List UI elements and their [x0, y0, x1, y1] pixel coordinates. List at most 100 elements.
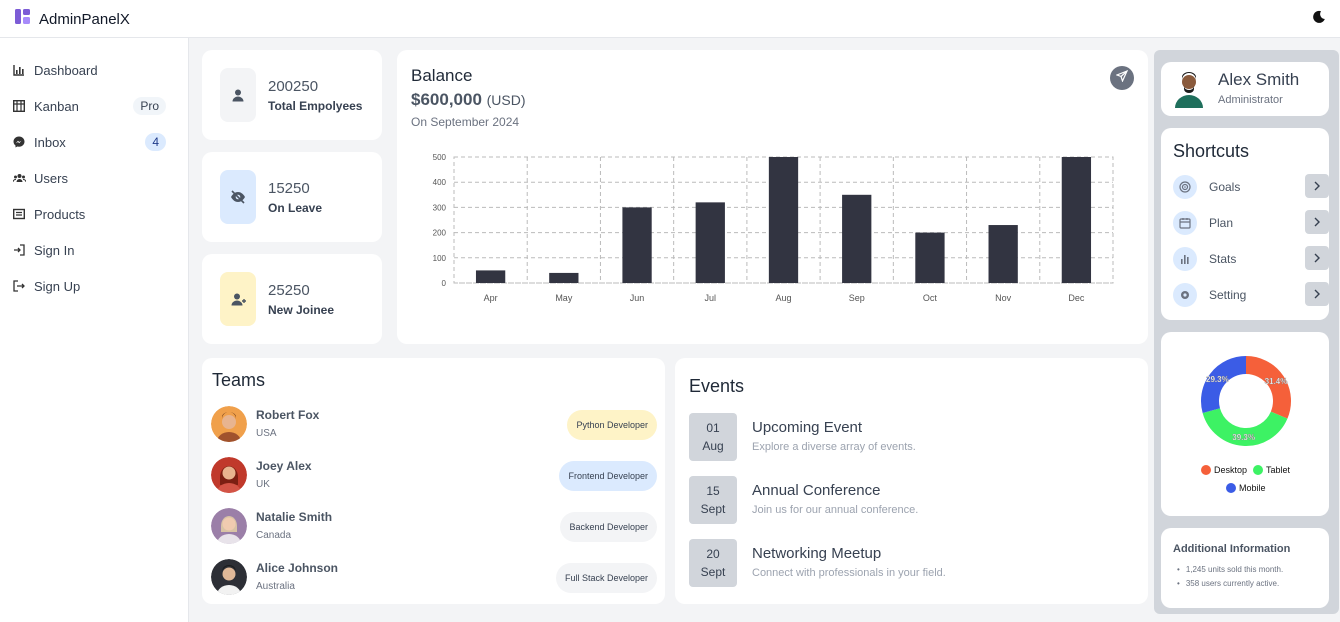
- bar[interactable]: [915, 232, 945, 283]
- legend-label: Tablet: [1266, 465, 1291, 475]
- bar[interactable]: [988, 225, 1018, 283]
- kanban-icon: [12, 99, 26, 113]
- sidebar-item-products[interactable]: Products: [12, 202, 172, 226]
- x-tick-label: May: [555, 293, 573, 303]
- bar[interactable]: [695, 202, 725, 283]
- x-tick-label: Oct: [923, 293, 938, 303]
- team-member-row[interactable]: Robert Fox USA Python Developer: [211, 406, 657, 444]
- donut-slice[interactable]: [1245, 356, 1291, 419]
- sidebar-item-label: Kanban: [34, 98, 79, 114]
- app-title: AdminPanelX: [39, 10, 130, 28]
- stats-icon: [1173, 247, 1197, 271]
- member-name: Alice Johnson: [256, 561, 339, 575]
- chevron-right-icon[interactable]: [1305, 282, 1329, 306]
- sign-in-icon: [12, 243, 26, 257]
- device-donut-chart: 31.4% 39.3% 29.3%: [1201, 356, 1291, 446]
- products-icon: [12, 207, 26, 221]
- shortcuts-title: Shortcuts: [1173, 141, 1250, 161]
- donut-slice[interactable]: [1202, 407, 1288, 446]
- event-item[interactable]: 20 Sept Networking Meetup Connect with p…: [689, 539, 1129, 587]
- shortcuts-card: Shortcuts Goals Plan Stats Setting: [1161, 128, 1329, 320]
- event-title: Networking Meetup: [752, 545, 882, 562]
- shortcut-label: Plan: [1209, 216, 1234, 230]
- brand[interactable]: AdminPanelX: [15, 9, 130, 29]
- profile-card[interactable]: Alex Smith Administrator: [1161, 62, 1329, 116]
- profile-avatar: [1169, 68, 1209, 108]
- y-tick-label: 400: [433, 178, 447, 187]
- y-tick-label: 0: [442, 279, 447, 288]
- event-day: 01: [706, 421, 720, 435]
- bar[interactable]: [622, 207, 652, 283]
- shortcut-label: Goals: [1209, 180, 1241, 194]
- shortcut-stats[interactable]: Stats: [1173, 246, 1329, 272]
- sidebar-item-sign-in[interactable]: Sign In: [12, 238, 172, 262]
- bar[interactable]: [842, 194, 872, 283]
- event-title: Upcoming Event: [752, 419, 863, 436]
- team-member-row[interactable]: Joey Alex UK Frontend Developer: [211, 457, 657, 495]
- y-tick-label: 500: [433, 153, 447, 162]
- shortcut-label: Setting: [1209, 288, 1247, 302]
- y-tick-label: 200: [433, 229, 447, 238]
- legend-label: Mobile: [1239, 483, 1266, 493]
- bar[interactable]: [768, 157, 799, 283]
- stat-card-new-joinee: 25250 New Joinee: [202, 254, 382, 344]
- event-description: Join us for our annual conference.: [752, 504, 919, 516]
- sidebar-item-sign-up[interactable]: Sign Up: [12, 274, 172, 298]
- user-icon: [220, 68, 256, 122]
- event-item[interactable]: 01 Aug Upcoming Event Explore a diverse …: [689, 413, 1129, 461]
- bar[interactable]: [549, 272, 579, 283]
- profile-role: Administrator: [1218, 94, 1283, 106]
- stat-label: On Leave: [268, 201, 323, 215]
- event-month: Sept: [700, 502, 726, 516]
- avatar: [211, 508, 247, 544]
- x-tick-label: Sep: [849, 293, 865, 303]
- sidebar-item-users[interactable]: Users: [12, 166, 172, 190]
- sidebar-item-inbox[interactable]: Inbox 4: [12, 130, 172, 154]
- sign-up-icon: [12, 279, 26, 293]
- settings-icon: [1173, 283, 1197, 307]
- team-member-row[interactable]: Natalie Smith Canada Backend Developer: [211, 508, 657, 546]
- x-tick-label: Nov: [995, 293, 1012, 303]
- bar[interactable]: [475, 270, 506, 283]
- x-tick-label: Jun: [630, 293, 645, 303]
- bar[interactable]: [1061, 157, 1092, 283]
- send-icon: [1115, 69, 1129, 87]
- inbox-count-badge: 4: [145, 133, 166, 151]
- info-item: 1,245 units sold this month.: [1177, 565, 1283, 574]
- member-name: Robert Fox: [256, 408, 320, 422]
- send-button[interactable]: [1110, 66, 1134, 90]
- sidebar-item-kanban[interactable]: Kanban Pro: [12, 94, 172, 118]
- shortcut-setting[interactable]: Setting: [1173, 282, 1329, 308]
- chevron-right-icon[interactable]: [1305, 210, 1329, 234]
- chart-icon: [12, 63, 26, 77]
- top-bar: AdminPanelX: [0, 0, 1340, 38]
- chevron-right-icon[interactable]: [1305, 174, 1329, 198]
- eye-off-icon: [220, 170, 256, 224]
- team-member-row[interactable]: Alice Johnson Australia Full Stack Devel…: [211, 559, 657, 597]
- shortcut-goals[interactable]: Goals: [1173, 174, 1329, 200]
- sidebar-item-label: Sign Up: [34, 278, 81, 294]
- balance-value: $600,000: [411, 90, 482, 109]
- balance-title: Balance: [411, 66, 473, 85]
- target-icon: [1173, 175, 1197, 199]
- sidebar-item-label: Sign In: [34, 242, 75, 258]
- stat-card-total-employees: 200250 Total Empolyees: [202, 50, 382, 140]
- moon-icon: [1312, 10, 1326, 28]
- avatar: [211, 457, 247, 493]
- additional-info-title: Additional Information: [1173, 543, 1291, 555]
- member-country: Australia: [256, 581, 295, 592]
- dark-mode-toggle[interactable]: [1312, 10, 1326, 29]
- legend-dot: [1253, 465, 1263, 475]
- calendar-icon: [1173, 211, 1197, 235]
- chevron-right-icon[interactable]: [1305, 246, 1329, 270]
- stat-label: New Joinee: [268, 303, 335, 317]
- donut-slice[interactable]: [1201, 356, 1247, 414]
- event-item[interactable]: 15 Sept Annual Conference Join us for ou…: [689, 476, 1129, 524]
- users-icon: [12, 171, 26, 185]
- legend-desktop: Desktop: [1201, 465, 1247, 475]
- teams-card: Teams Robert Fox USA Python Developer Jo…: [202, 358, 665, 604]
- balance-amount: $600,000 (USD): [411, 90, 526, 110]
- y-tick-label: 100: [433, 254, 447, 263]
- sidebar-item-dashboard[interactable]: Dashboard: [12, 58, 172, 82]
- shortcut-plan[interactable]: Plan: [1173, 210, 1329, 236]
